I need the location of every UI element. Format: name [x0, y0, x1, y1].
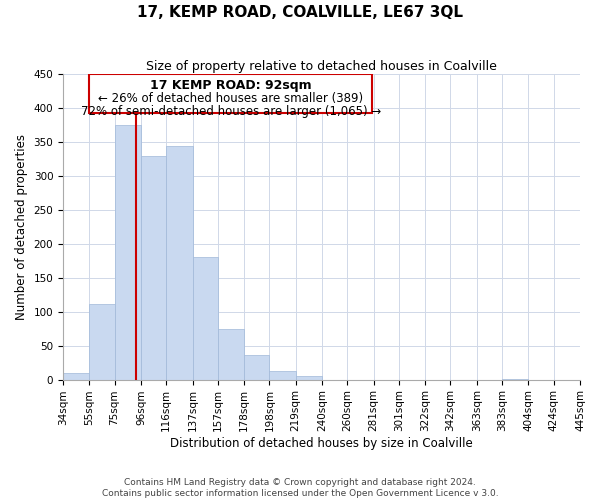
Bar	[89, 304, 115, 380]
Bar	[218, 328, 244, 380]
Bar	[63, 373, 89, 380]
Bar	[89, 74, 373, 113]
Bar	[502, 379, 529, 380]
Bar	[193, 256, 218, 380]
Bar	[244, 355, 269, 380]
Title: Size of property relative to detached houses in Coalville: Size of property relative to detached ho…	[146, 60, 497, 73]
Bar	[580, 379, 600, 380]
Text: Contains HM Land Registry data © Crown copyright and database right 2024.
Contai: Contains HM Land Registry data © Crown c…	[101, 478, 499, 498]
Bar	[115, 125, 141, 380]
Bar	[141, 156, 166, 380]
Y-axis label: Number of detached properties: Number of detached properties	[15, 134, 28, 320]
Text: 17 KEMP ROAD: 92sqm: 17 KEMP ROAD: 92sqm	[150, 78, 312, 92]
Bar	[269, 371, 296, 380]
Text: 17, KEMP ROAD, COALVILLE, LE67 3QL: 17, KEMP ROAD, COALVILLE, LE67 3QL	[137, 5, 463, 20]
Text: 72% of semi-detached houses are larger (1,065) →: 72% of semi-detached houses are larger (…	[81, 104, 381, 118]
Bar	[296, 376, 322, 380]
X-axis label: Distribution of detached houses by size in Coalville: Distribution of detached houses by size …	[170, 437, 473, 450]
Text: ← 26% of detached houses are smaller (389): ← 26% of detached houses are smaller (38…	[98, 92, 364, 106]
Bar	[166, 146, 193, 380]
